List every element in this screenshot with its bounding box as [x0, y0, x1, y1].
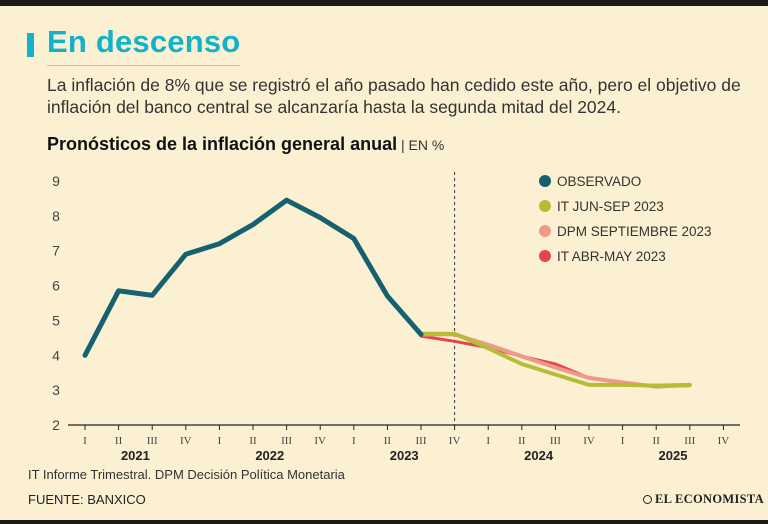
x-year-label: 2024	[524, 448, 554, 463]
x-tick-label: I	[621, 435, 625, 447]
title-accent-bar	[27, 33, 34, 57]
y-tick-label: 6	[52, 278, 60, 294]
y-tick-label: 9	[52, 173, 60, 189]
x-tick-label: III	[281, 435, 292, 447]
x-tick-label: I	[218, 435, 222, 447]
chart-unit-text: EN %	[408, 137, 445, 153]
chart-unit: | EN %	[397, 137, 445, 153]
x-tick-label: IV	[449, 435, 461, 447]
legend-marker	[539, 225, 551, 237]
chart-title-text: Pronósticos de la inflación general anua…	[47, 134, 398, 154]
intro-text: La inflación de 8% que se registró el añ…	[47, 75, 741, 117]
legend-marker	[539, 250, 551, 262]
chart-title: Pronósticos de la inflación general anua…	[47, 134, 444, 155]
x-tick-label: II	[115, 435, 123, 447]
brand-logo: EL ECONOMISTA	[643, 492, 764, 507]
x-year-label: 2022	[255, 448, 284, 463]
legend-marker	[539, 175, 551, 187]
y-tick-label: 3	[52, 382, 60, 398]
x-tick-label: II	[518, 435, 526, 447]
x-year-label: 2023	[390, 448, 419, 463]
y-tick-label: 2	[52, 417, 60, 433]
x-tick-label: IV	[180, 435, 192, 447]
legend-label: IT ABR-MAY 2023	[557, 249, 666, 264]
x-tick-label: II	[384, 435, 392, 447]
x-tick-label: III	[684, 435, 695, 447]
x-tick-label: IV	[583, 435, 595, 447]
series-line-observado	[82, 197, 424, 358]
x-tick-label: II	[249, 435, 257, 447]
series-line-it-jun-sep-2023	[385, 294, 692, 388]
legend-label: IT JUN-SEP 2023	[557, 199, 664, 214]
legend-label: DPM SEPTIEMBRE 2023	[557, 224, 712, 239]
legend-marker	[539, 200, 551, 212]
y-tick-label: 8	[52, 208, 60, 224]
series-line-it-abr-may-2023	[419, 334, 692, 389]
x-tick-label: III	[147, 435, 158, 447]
x-tick-label: II	[653, 435, 661, 447]
x-year-label: 2025	[659, 448, 688, 463]
source-note: FUENTE: BANXICO	[28, 492, 146, 507]
legend-label: OBSERVADO	[557, 174, 641, 189]
footnote: IT Informe Trimestral. DPM Decisión Polí…	[28, 467, 345, 482]
headline: En descenso	[47, 24, 241, 59]
y-tick-label: 4	[52, 347, 60, 363]
x-tick-label: I	[352, 435, 356, 447]
x-tick-label: I	[486, 435, 490, 447]
x-tick-label: IV	[718, 435, 730, 447]
x-tick-label: I	[83, 435, 87, 447]
x-tick-label: III	[550, 435, 561, 447]
y-tick-label: 7	[52, 243, 60, 259]
brand-name: EL ECONOMISTA	[655, 492, 764, 506]
y-tick-label: 5	[52, 312, 60, 328]
brand-globe-icon	[643, 495, 652, 504]
headline-underline	[47, 65, 240, 66]
x-year-label: 2021	[121, 448, 150, 463]
x-tick-label: III	[416, 435, 427, 447]
x-tick-label: IV	[314, 435, 326, 447]
